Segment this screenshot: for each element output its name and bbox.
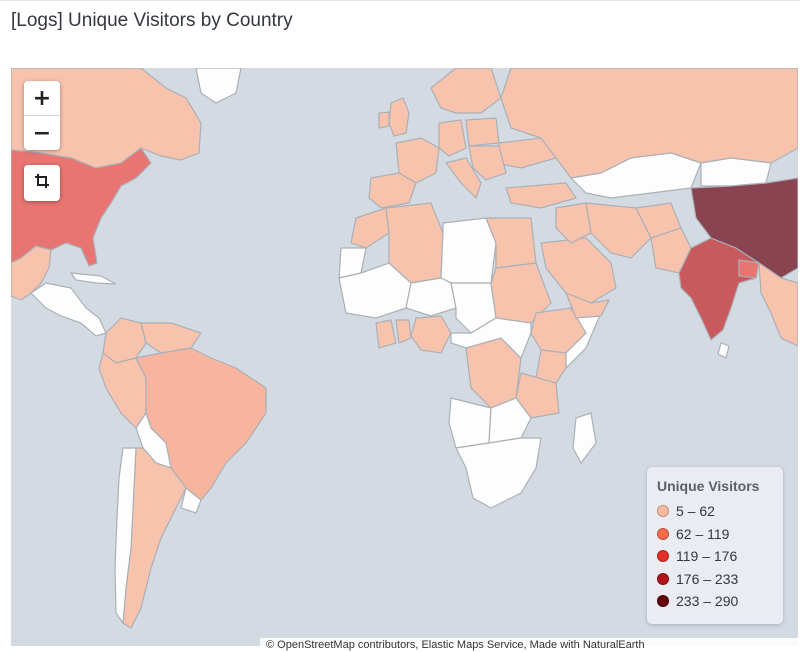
country-colombia bbox=[102, 317, 147, 364]
country-se-asia bbox=[758, 261, 798, 347]
country-ireland bbox=[378, 111, 390, 129]
country-southern-africa bbox=[455, 437, 542, 509]
country-central-america bbox=[30, 282, 107, 337]
country-uk bbox=[388, 97, 410, 137]
map-attribution[interactable]: © OpenStreetMap contributors, Elastic Ma… bbox=[260, 638, 800, 652]
country-germany bbox=[438, 119, 467, 157]
country-angola bbox=[448, 397, 492, 449]
zoom-out-button[interactable]: − bbox=[32, 120, 52, 146]
legend-title: Unique Visitors bbox=[657, 478, 760, 494]
legend-label: 233 – 290 bbox=[676, 593, 739, 610]
country-turkey bbox=[505, 182, 577, 209]
world-map[interactable] bbox=[11, 68, 798, 646]
legend-swatch bbox=[657, 527, 669, 540]
country-morocco bbox=[350, 207, 390, 249]
legend-label: 176 – 233 bbox=[676, 570, 739, 587]
country-greenland bbox=[195, 68, 242, 104]
country-saudi-arabia bbox=[540, 237, 617, 304]
country-cuba bbox=[69, 272, 117, 285]
country-nigeria bbox=[410, 315, 452, 354]
country-poland bbox=[465, 117, 500, 147]
country-sri-lanka bbox=[717, 342, 730, 359]
legend-label: 5 – 62 bbox=[676, 503, 715, 520]
country-nepal bbox=[738, 259, 760, 279]
fit-bounds-button[interactable] bbox=[24, 165, 60, 201]
country-kenya bbox=[535, 349, 567, 384]
legend-swatch bbox=[657, 595, 669, 608]
legend-item: 233 – 290 bbox=[657, 590, 773, 613]
country-niger bbox=[405, 277, 457, 317]
legend-item: 176 – 233 bbox=[657, 568, 773, 591]
country-uruguay bbox=[180, 486, 202, 514]
country-madagascar bbox=[572, 412, 597, 465]
legend-label: 119 – 176 bbox=[676, 548, 738, 565]
legend-items: 5 – 62 62 – 119 119 – 176 176 – 233 233 – 29… bbox=[657, 500, 773, 613]
country-central-africa bbox=[450, 317, 532, 360]
map-canvas[interactable] bbox=[11, 68, 798, 646]
country-scandinavia bbox=[430, 68, 502, 114]
country-chile bbox=[114, 447, 137, 625]
country-spain bbox=[368, 172, 417, 209]
zoom-controls: + − bbox=[24, 81, 60, 150]
country-yemen bbox=[564, 291, 611, 319]
country-ghana bbox=[375, 319, 397, 349]
legend-swatch bbox=[657, 572, 669, 585]
country-mongolia bbox=[700, 157, 772, 187]
legend-swatch bbox=[657, 505, 669, 518]
country-ivory-coast bbox=[395, 319, 412, 344]
zoom-in-button[interactable]: + bbox=[24, 81, 60, 116]
legend-item: 5 – 62 bbox=[657, 500, 773, 523]
panel-title: [Logs] Unique Visitors by Country bbox=[11, 10, 293, 31]
crop-icon bbox=[34, 173, 50, 194]
country-kazakhstan bbox=[569, 152, 702, 199]
legend-label: 62 – 119 bbox=[676, 525, 730, 542]
country-mexico bbox=[11, 245, 52, 301]
map-legend: Unique Visitors 5 – 62 62 – 119 119 – 176 1… bbox=[647, 467, 783, 624]
country-zambia bbox=[488, 397, 532, 444]
legend-item: 62 – 119 bbox=[657, 523, 773, 546]
country-tanzania bbox=[515, 372, 560, 419]
country-balkans bbox=[468, 145, 507, 181]
country-iraq bbox=[555, 202, 592, 244]
country-italy bbox=[444, 157, 482, 200]
country-libya bbox=[440, 217, 497, 284]
legend-swatch bbox=[657, 550, 669, 563]
legend-item: 119 – 176 bbox=[657, 545, 773, 568]
